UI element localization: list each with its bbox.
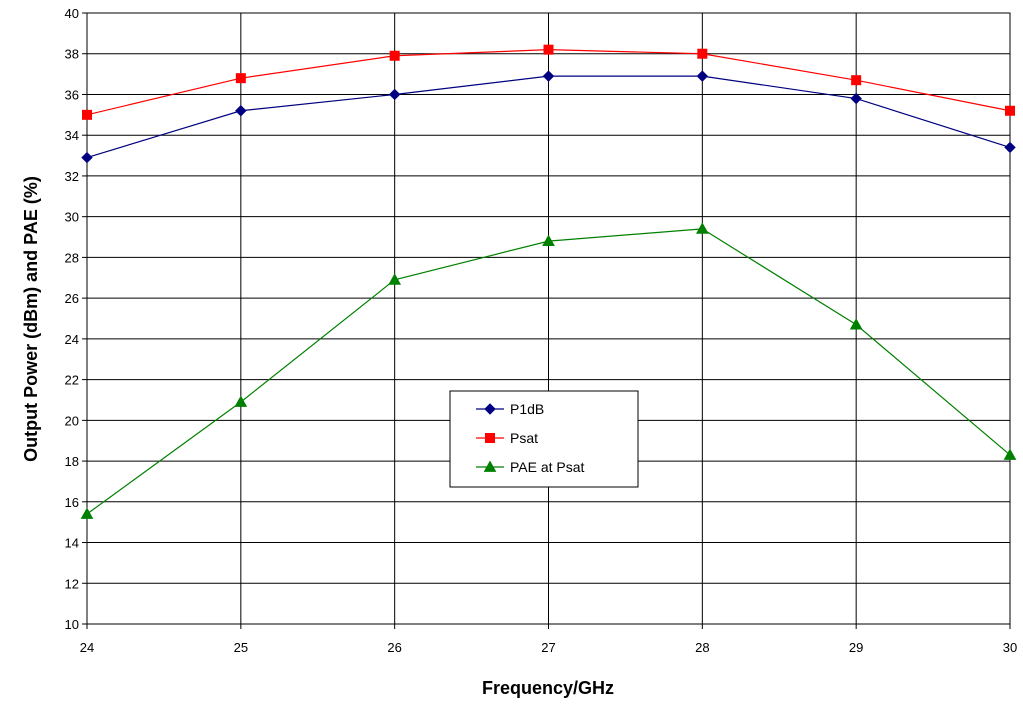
legend-box [449,390,639,488]
legend-item: P1dB [476,401,544,417]
data-point [851,75,862,86]
y-axis-title: Output Power (dBm) and PAE (%) [21,176,41,462]
y-tick-label: 14 [65,536,79,551]
y-tick-label: 16 [65,495,79,510]
data-point [542,70,555,82]
data-point [82,109,92,120]
legend-marker [484,403,496,415]
data-point [697,48,708,59]
legend-marker [485,433,495,443]
data-point [234,395,248,407]
y-tick-label: 36 [65,87,79,102]
series-psat [82,44,1015,120]
y-tick-label: 18 [65,454,79,469]
x-tick-label: 29 [849,640,863,655]
data-point [1003,448,1017,460]
data-point [80,507,94,519]
legend-item: Psat [476,430,538,446]
data-point [695,222,709,234]
x-tick-label: 28 [695,640,709,655]
legend: P1dB Psat PAE at Psat [449,390,639,488]
legend-label: P1dB [510,401,544,417]
data-point [235,73,246,84]
x-tick-label: 24 [80,640,94,655]
x-tick-label: 30 [1003,640,1017,655]
data-point [388,273,402,285]
data-point [849,318,863,330]
data-point [81,151,93,164]
data-point [1004,141,1016,154]
data-point [543,44,554,55]
legend-label: PAE at Psat [510,459,585,475]
y-tick-label: 12 [65,576,79,591]
data-point [1005,105,1015,116]
y-tick-label: 22 [65,373,79,388]
y-tick-label: 38 [65,47,79,62]
data-point [696,70,709,82]
y-tick-label: 32 [65,169,79,184]
y-tick-label: 20 [65,413,79,428]
series-p1db [81,70,1016,164]
y-tick-label: 28 [65,250,79,265]
data-point [850,92,862,105]
data-point [389,50,400,61]
data-point [542,234,555,247]
y-tick-label: 34 [65,128,79,143]
x-tick-label: 27 [541,640,555,655]
y-tick-label: 24 [65,332,79,347]
y-tick-label: 10 [65,617,79,632]
series-pae-at-psat [80,222,1017,519]
x-tick-label: 25 [234,640,248,655]
x-tick-label: 26 [387,640,401,655]
y-tick-label: 26 [65,291,79,306]
legend-label: Psat [510,430,538,446]
legend-marker [483,460,497,472]
y-tick-label: 30 [65,210,79,225]
data-point [388,88,401,101]
y-tick-label: 40 [65,6,79,21]
x-axis-title: Frequency/GHz [482,678,614,698]
data-point [235,105,247,117]
legend-item: PAE at Psat [476,459,585,475]
